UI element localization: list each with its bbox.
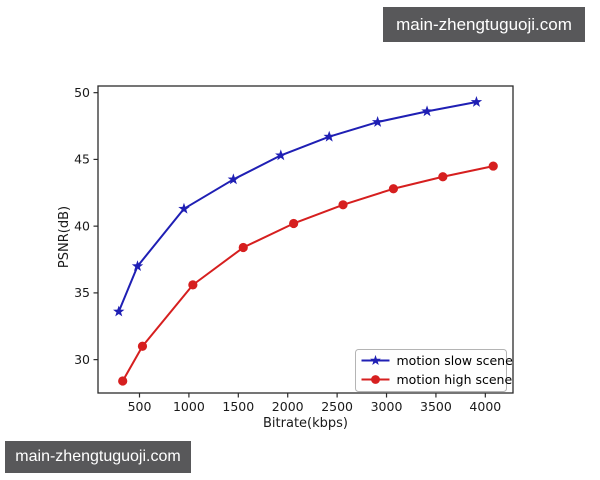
data-point-circle [388,184,399,194]
y-tick-label: 35 [74,285,90,300]
y-tick-label: 30 [74,352,90,367]
data-point-star [113,305,125,317]
data-point-circle [488,161,498,171]
watermark-bottom-left: main-zhengtuguoji.com [5,441,191,473]
x-tick-label: 1000 [173,399,205,414]
legend-circle-icon [371,375,380,384]
x-tick-label: 3000 [371,399,403,414]
legend-star-icon [370,354,381,366]
data-point-circle [238,242,248,253]
y-tick-label: 50 [74,85,90,100]
x-tick-label: 3500 [420,399,452,414]
watermark-top-right: main-zhengtuguoji.com [383,7,585,42]
data-point-star [275,149,287,161]
x-tick-label: 2000 [272,399,304,414]
legend-label-0: motion slow scene [397,353,514,368]
plot-area-border [97,85,514,394]
data-point-circle [118,376,128,386]
legend-label-1: motion high scene [397,372,513,387]
x-axis-label: Bitrate(kbps) [263,416,348,431]
data-point-star [227,173,240,185]
data-point-circle [338,200,348,210]
legend-box [355,349,507,392]
y-tick-label: 40 [74,218,90,233]
series-line-0 [117,101,478,313]
data-point-star [421,105,433,117]
data-point-circle [137,341,148,351]
data-point-star [371,116,384,127]
x-tick-label: 1500 [222,399,254,414]
data-point-circle [438,172,448,182]
data-point-star [470,96,483,107]
data-point-circle [188,280,198,290]
x-tick-label: 2500 [321,399,353,414]
y-axis-label: PSNR(dB) [57,206,72,268]
data-point-star [178,202,190,214]
series-line-1 [121,165,495,382]
data-point-circle [289,218,299,229]
x-tick-label: 4000 [469,399,501,414]
x-tick-label: 500 [128,399,152,414]
y-tick-label: 45 [74,152,90,167]
data-point-star [323,130,335,142]
data-point-star [131,260,144,272]
